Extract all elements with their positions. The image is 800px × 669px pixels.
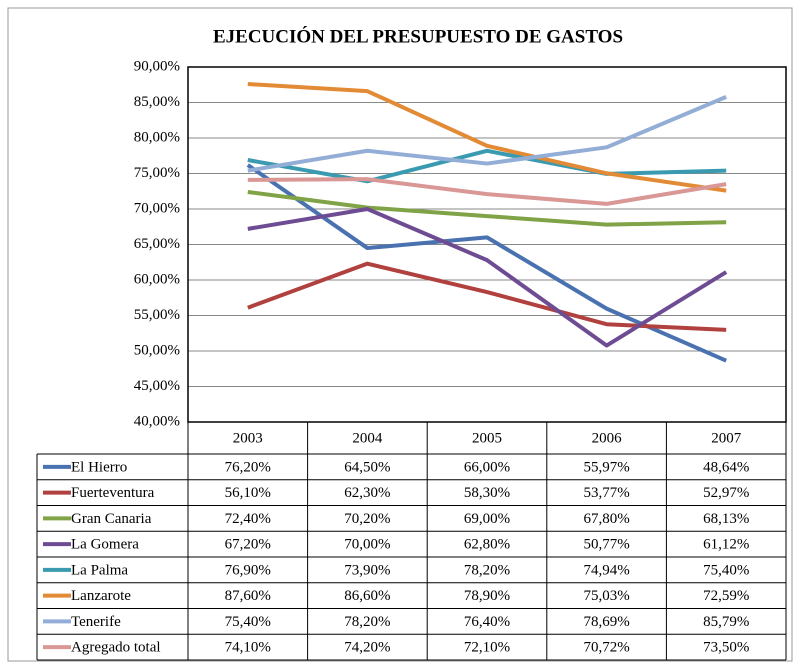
table-value: 66,00%	[464, 459, 510, 475]
table-value: 76,20%	[225, 459, 271, 475]
table-value: 76,40%	[464, 614, 510, 630]
table-value: 48,64%	[703, 459, 749, 475]
table-value: 75,40%	[225, 614, 271, 630]
x-tick-label: 2007	[711, 430, 742, 446]
table-value: 67,80%	[583, 511, 629, 527]
series-line	[247, 148, 727, 184]
table-value: 78,20%	[344, 614, 390, 630]
table-value: 78,90%	[464, 588, 510, 604]
table-value: 78,20%	[464, 562, 510, 578]
series-line	[247, 207, 728, 348]
table-value: 58,30%	[464, 485, 510, 501]
table-value: 53,77%	[583, 485, 629, 501]
legend-label: La Palma	[71, 562, 128, 578]
y-tick-label: 80,00%	[134, 129, 180, 145]
series-line	[247, 189, 727, 227]
legend-label: Lanzarote	[71, 588, 131, 604]
table-value: 75,03%	[583, 588, 629, 604]
table-value: 62,30%	[344, 485, 390, 501]
table-value: 67,20%	[225, 537, 271, 553]
table-value: 72,59%	[703, 588, 749, 604]
table-value: 87,60%	[225, 588, 271, 604]
y-tick-label: 50,00%	[134, 342, 180, 358]
table-value: 72,10%	[464, 640, 510, 656]
table-value: 70,00%	[344, 537, 390, 553]
legend-label: El Hierro	[71, 459, 127, 475]
legend-label: Gran Canaria	[71, 511, 152, 527]
y-tick-label: 45,00%	[134, 378, 180, 394]
x-tick-label: 2003	[233, 430, 263, 446]
table-value: 86,60%	[344, 588, 390, 604]
x-tick-label: 2005	[472, 430, 502, 446]
table-value: 56,10%	[225, 485, 271, 501]
y-tick-label: 85,00%	[134, 94, 180, 110]
table-value: 73,90%	[344, 562, 390, 578]
table-value: 55,97%	[583, 459, 629, 475]
table-value: 69,00%	[464, 511, 510, 527]
table-value: 74,94%	[583, 562, 629, 578]
series-line	[247, 95, 727, 173]
table-value: 75,40%	[703, 562, 749, 578]
table-value: 50,77%	[583, 537, 629, 553]
legend-label: Agregado total	[71, 640, 161, 656]
table-value: 64,50%	[344, 459, 390, 475]
table-value: 70,72%	[583, 640, 629, 656]
table-value: 74,10%	[225, 640, 271, 656]
legend-label: Fuerteventura	[71, 485, 155, 501]
table-value: 68,13%	[703, 511, 749, 527]
table-value: 70,20%	[344, 511, 390, 527]
y-tick-label: 55,00%	[134, 307, 180, 323]
series-line	[247, 261, 727, 332]
table-value: 73,50%	[703, 640, 749, 656]
y-tick-label: 60,00%	[134, 271, 180, 287]
legend-label: Tenerife	[71, 614, 121, 630]
table-value: 74,20%	[344, 640, 390, 656]
y-tick-label: 65,00%	[134, 236, 180, 252]
table-value: 76,90%	[225, 562, 271, 578]
x-tick-label: 2004	[352, 430, 383, 446]
y-tick-label: 90,00%	[134, 58, 180, 74]
table-value: 62,80%	[464, 537, 510, 553]
table-value: 85,79%	[703, 614, 749, 630]
x-tick-label: 2006	[592, 430, 623, 446]
y-tick-label: 75,00%	[134, 165, 180, 181]
table-value: 72,40%	[225, 511, 271, 527]
table-value: 61,12%	[703, 537, 749, 553]
table-value: 78,69%	[583, 614, 629, 630]
y-tick-label: 70,00%	[134, 200, 180, 216]
y-tick-label: 40,00%	[134, 413, 180, 429]
series-line	[247, 177, 727, 206]
series-line	[247, 82, 727, 193]
table-value: 52,97%	[703, 485, 749, 501]
legend-label: La Gomera	[71, 537, 139, 553]
chart-title: EJECUCIÓN DEL PRESUPUESTO DE GASTOS	[213, 25, 623, 47]
